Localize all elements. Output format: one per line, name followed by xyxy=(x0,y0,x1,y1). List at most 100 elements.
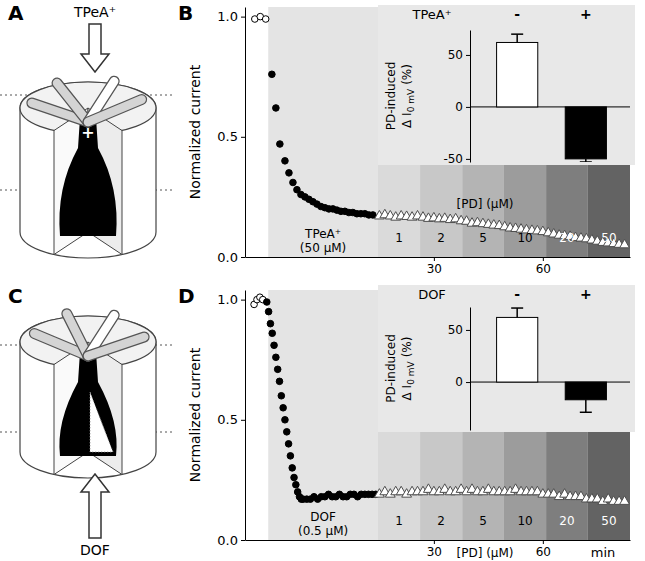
cylinder-body xyxy=(20,82,156,258)
y-axis-tick-label: 0.5 xyxy=(217,412,238,427)
x-axis-tick: 60 xyxy=(536,257,551,276)
y-axis-tick: 1.0 xyxy=(217,292,245,307)
inset-y-axis-tick-label: 0 xyxy=(455,100,463,114)
schematic: +TPeA⁺A xyxy=(0,1,175,258)
data-point xyxy=(278,392,285,399)
x-axis-tick-label: 60 xyxy=(536,262,551,276)
inset-y-axis-tick-label: 0 xyxy=(455,375,463,389)
inset-y-axis-tick: 0 xyxy=(455,375,470,389)
rod-outline xyxy=(57,83,88,122)
x-axis-tick-mark xyxy=(434,540,435,544)
panel-letter: D xyxy=(178,284,195,308)
treatment-shading xyxy=(268,290,378,540)
y-axis-tick-label: 0.0 xyxy=(217,533,238,548)
data-point xyxy=(620,496,630,505)
inset-y-title-part: (%) xyxy=(400,337,414,358)
panel-letter: C xyxy=(8,284,23,308)
figure: +TPeA⁺ADOFC0.00.51.03060BNormalized curr… xyxy=(0,0,645,561)
pd-band-label: 20 xyxy=(559,514,574,528)
inset-y-axis-line xyxy=(470,308,471,431)
inset-background xyxy=(378,5,635,165)
x-axis-title: min xyxy=(591,545,616,560)
pd-band-label: 50 xyxy=(601,514,616,528)
data-point xyxy=(285,441,292,448)
y-axis-tick-label: 0.0 xyxy=(217,250,238,265)
rod xyxy=(67,314,88,356)
pd-band-label: 20 xyxy=(559,231,574,245)
panel-letter: B xyxy=(178,1,193,25)
pd-band-label: 2 xyxy=(437,514,445,528)
pd-band-label: 5 xyxy=(479,231,487,245)
y-axis-tick: 0.5 xyxy=(217,412,245,427)
data-point xyxy=(620,239,630,248)
pd-band-label: 1 xyxy=(395,514,403,528)
y-axis-tick-mark xyxy=(241,420,245,421)
bar xyxy=(565,107,606,159)
data-point xyxy=(269,71,276,78)
data-point xyxy=(282,158,289,165)
bar xyxy=(565,382,606,400)
pd-band-label: 1 xyxy=(395,231,403,245)
inset-y-axis-tick-mark xyxy=(466,159,470,160)
error-bar-cap xyxy=(511,33,523,35)
inset-y-title: PD-induced xyxy=(384,334,398,403)
data-point xyxy=(273,354,280,361)
inset-background xyxy=(378,285,635,432)
inset-y-title-part: (%) xyxy=(400,64,414,85)
inset-header: TPeA⁺ xyxy=(411,7,451,22)
bar xyxy=(497,42,538,106)
y-axis-tick-mark xyxy=(241,300,245,301)
data-point xyxy=(267,320,274,327)
y-axis-title: Normalized current xyxy=(187,347,203,482)
channel xyxy=(59,352,116,456)
inset-y-axis-tick: 0 xyxy=(455,100,470,114)
inset-y-title: Δ I0 mV(%) xyxy=(400,337,416,401)
y-axis-line xyxy=(245,8,246,258)
pd-band-label: 2 xyxy=(437,231,445,245)
pd-label: [PD] (µM) xyxy=(456,546,513,560)
error-bar-stem xyxy=(516,308,518,317)
error-bar xyxy=(580,400,592,413)
data-point xyxy=(291,474,298,481)
rod-outline xyxy=(88,100,142,123)
data-point xyxy=(283,429,290,436)
rod xyxy=(88,100,142,123)
data-point xyxy=(287,453,294,460)
inset-y-title-part: Δ I xyxy=(400,385,414,401)
y-axis-tick: 0.5 xyxy=(217,129,245,144)
treatment-label: DOF xyxy=(310,510,336,524)
inset-y-axis-line xyxy=(470,31,471,163)
panel-letter: A xyxy=(8,1,24,25)
x-axis-tick-label: 30 xyxy=(427,545,442,559)
inset-y-axis-tick-mark xyxy=(466,107,470,108)
x-axis-tick-mark xyxy=(543,540,544,544)
x-axis-tick: 30 xyxy=(427,540,442,559)
x-axis-tick: 30 xyxy=(427,257,442,276)
treatment-shading xyxy=(268,7,378,257)
rod xyxy=(57,83,88,122)
data-point xyxy=(277,141,284,148)
error-bar xyxy=(580,159,592,162)
y-axis-tick-mark xyxy=(241,540,245,541)
y-axis: 0.0 0.5 1.0 xyxy=(217,291,245,548)
data-point xyxy=(276,378,283,385)
error-bar-stem xyxy=(516,34,518,42)
pd-band-label: 5 xyxy=(479,514,487,528)
data-point xyxy=(265,308,272,315)
bar xyxy=(497,317,538,382)
inset-y-axis: 050 xyxy=(448,308,471,431)
inset-y-axis-tick-mark xyxy=(466,330,470,331)
data-point xyxy=(262,16,269,23)
treatment-label: TPeA⁺ xyxy=(304,227,341,241)
treatment-concentration: (50 µM) xyxy=(300,241,346,255)
x-axis-tick: 60 xyxy=(536,540,551,559)
y-axis-tick-label: 1.0 xyxy=(217,9,238,24)
drug-site xyxy=(90,392,113,452)
inset-y-title-part: Δ I xyxy=(400,112,414,128)
charge-label: + xyxy=(81,123,94,142)
inset-y-axis-tick-mark xyxy=(466,55,470,56)
arrow xyxy=(81,474,109,538)
y-axis-tick: 1.0 xyxy=(217,9,245,24)
inset-y-title-subscript: 0 mV xyxy=(406,88,416,112)
error-bar-cap xyxy=(580,161,592,162)
